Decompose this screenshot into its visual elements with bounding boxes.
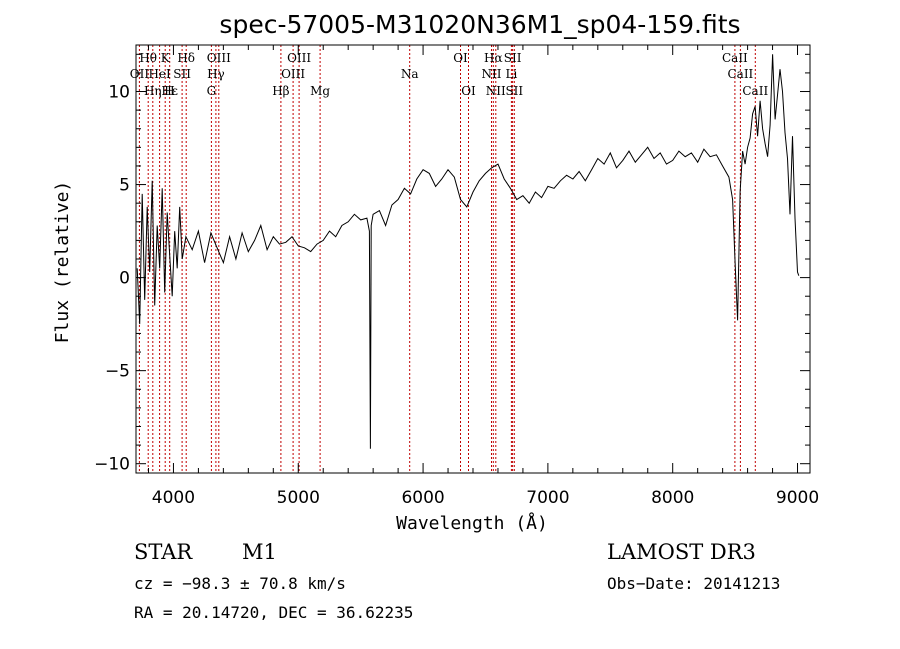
line-id-label: OI	[453, 51, 468, 65]
x-tick-label: 8000	[651, 488, 694, 508]
line-id-label: HeI	[148, 67, 171, 81]
line-id-label: SII	[505, 84, 523, 98]
line-id-label: Hγ	[207, 67, 225, 81]
line-id-label: NII	[486, 84, 506, 98]
y-tick-label: 0	[119, 269, 130, 289]
line-id-label: K	[161, 51, 171, 65]
plot-frame	[135, 44, 811, 474]
chart-title: spec-57005-M31020N36M1_sp04-159.fits	[219, 10, 740, 39]
x-tick-label: 6000	[401, 488, 444, 508]
line-id-label: Mg	[310, 84, 330, 98]
line-id-label: SII	[173, 67, 191, 81]
y-tick-label: −10	[94, 455, 130, 475]
y-tick-label: −5	[105, 362, 130, 382]
y-tick-label: 10	[108, 83, 130, 103]
x-axis-label: Wavelength (Å)	[396, 512, 548, 534]
axis-ticks: 4000 5000 6000 7000 8000 9000 −10 −5 0 5 10	[94, 45, 819, 508]
survey-name: LAMOST DR3	[607, 540, 756, 564]
y-axis-label: Flux (relative)	[52, 181, 73, 344]
line-id-label: H	[164, 84, 174, 98]
coordinates: RA = 20.14720, DEC = 36.62235	[134, 603, 414, 622]
y-tick-label: 5	[119, 176, 130, 196]
line-id-label: Hα	[484, 51, 503, 65]
line-id-label: Hη	[144, 84, 162, 98]
line-id-label: CaII	[722, 51, 748, 65]
line-id-label: Hθ	[139, 51, 157, 65]
line-id-label: Na	[401, 67, 419, 81]
x-tick-label: 9000	[776, 488, 819, 508]
line-id-label: Hδ	[177, 51, 195, 65]
line-id-label: CaII	[727, 67, 753, 81]
x-tick-label: 7000	[526, 488, 569, 508]
line-id-label: G	[207, 84, 217, 98]
line-id-label: OIII	[281, 67, 305, 81]
line-id-label: SII	[504, 51, 522, 65]
line-id-label: OI	[461, 84, 476, 98]
line-id-label: Hβ	[272, 84, 289, 98]
observation-date: Obs−Date: 20141213	[607, 574, 781, 593]
object-class: STAR	[134, 540, 193, 564]
spectrum-line	[136, 54, 800, 449]
x-tick-label: 5000	[277, 488, 320, 508]
line-id-label: NII	[482, 67, 502, 81]
line-id-label: CaII	[742, 84, 768, 98]
line-id-label: OII	[130, 67, 150, 81]
line-id-label: OIII	[287, 51, 311, 65]
line-id-label: OIII	[207, 51, 231, 65]
line-id-label: Li	[505, 67, 517, 81]
x-tick-label: 4000	[152, 488, 195, 508]
object-subclass: M1	[242, 540, 277, 564]
line-id-label: Hε	[161, 84, 178, 98]
redshift-velocity: cz = −98.3 ± 70.8 km/s	[134, 574, 346, 593]
line-marker-group	[138, 45, 756, 473]
